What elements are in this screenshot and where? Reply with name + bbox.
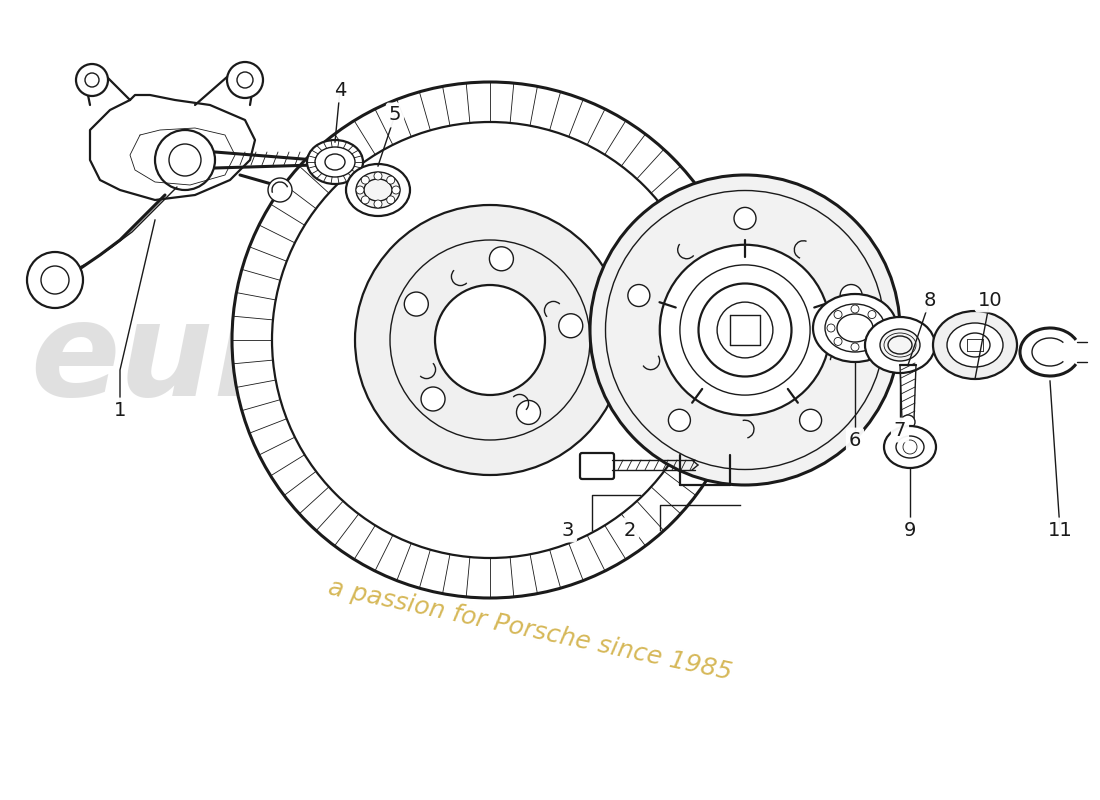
- Circle shape: [800, 410, 822, 431]
- Circle shape: [874, 324, 883, 332]
- Text: 11: 11: [1047, 521, 1072, 539]
- Text: 5: 5: [388, 106, 401, 125]
- Ellipse shape: [933, 311, 1018, 379]
- Circle shape: [374, 172, 382, 180]
- Circle shape: [356, 186, 364, 194]
- Circle shape: [827, 324, 835, 332]
- Ellipse shape: [356, 172, 400, 208]
- Circle shape: [155, 130, 214, 190]
- Circle shape: [232, 82, 748, 598]
- Ellipse shape: [880, 329, 920, 361]
- Circle shape: [559, 314, 583, 338]
- Circle shape: [517, 401, 540, 425]
- Circle shape: [840, 285, 862, 306]
- Circle shape: [901, 415, 915, 429]
- Text: 4: 4: [333, 81, 346, 99]
- Text: 10: 10: [978, 290, 1002, 310]
- Text: Parts: Parts: [378, 423, 661, 517]
- Circle shape: [268, 178, 292, 202]
- Circle shape: [851, 305, 859, 313]
- Text: 8: 8: [924, 290, 936, 310]
- Circle shape: [392, 186, 400, 194]
- Circle shape: [698, 283, 792, 377]
- Text: 3: 3: [562, 521, 574, 539]
- Circle shape: [660, 245, 830, 415]
- Text: 1: 1: [113, 401, 127, 419]
- Circle shape: [734, 207, 756, 230]
- Ellipse shape: [884, 426, 936, 468]
- Text: 9: 9: [904, 521, 916, 539]
- Circle shape: [434, 285, 544, 395]
- Circle shape: [669, 410, 691, 431]
- Circle shape: [227, 62, 263, 98]
- Circle shape: [361, 176, 370, 184]
- Text: 2: 2: [624, 521, 636, 539]
- Circle shape: [868, 310, 876, 318]
- Ellipse shape: [307, 140, 363, 184]
- Circle shape: [28, 252, 82, 308]
- Ellipse shape: [346, 164, 410, 216]
- Text: euro: euro: [31, 297, 370, 423]
- FancyBboxPatch shape: [580, 453, 614, 479]
- Ellipse shape: [947, 323, 1003, 367]
- Circle shape: [851, 343, 859, 351]
- Text: 6: 6: [849, 430, 861, 450]
- Circle shape: [834, 338, 842, 346]
- Circle shape: [868, 338, 876, 346]
- Circle shape: [490, 246, 514, 270]
- Circle shape: [387, 196, 395, 204]
- Circle shape: [361, 196, 370, 204]
- Circle shape: [590, 175, 900, 485]
- Circle shape: [405, 292, 428, 316]
- Circle shape: [387, 176, 395, 184]
- Circle shape: [628, 285, 650, 306]
- Circle shape: [421, 387, 446, 411]
- Text: a passion for Porsche since 1985: a passion for Porsche since 1985: [326, 575, 734, 685]
- Text: 7: 7: [894, 421, 906, 439]
- Circle shape: [76, 64, 108, 96]
- Ellipse shape: [813, 294, 896, 362]
- Circle shape: [374, 200, 382, 208]
- Circle shape: [834, 310, 842, 318]
- Circle shape: [355, 205, 625, 475]
- Ellipse shape: [865, 317, 935, 373]
